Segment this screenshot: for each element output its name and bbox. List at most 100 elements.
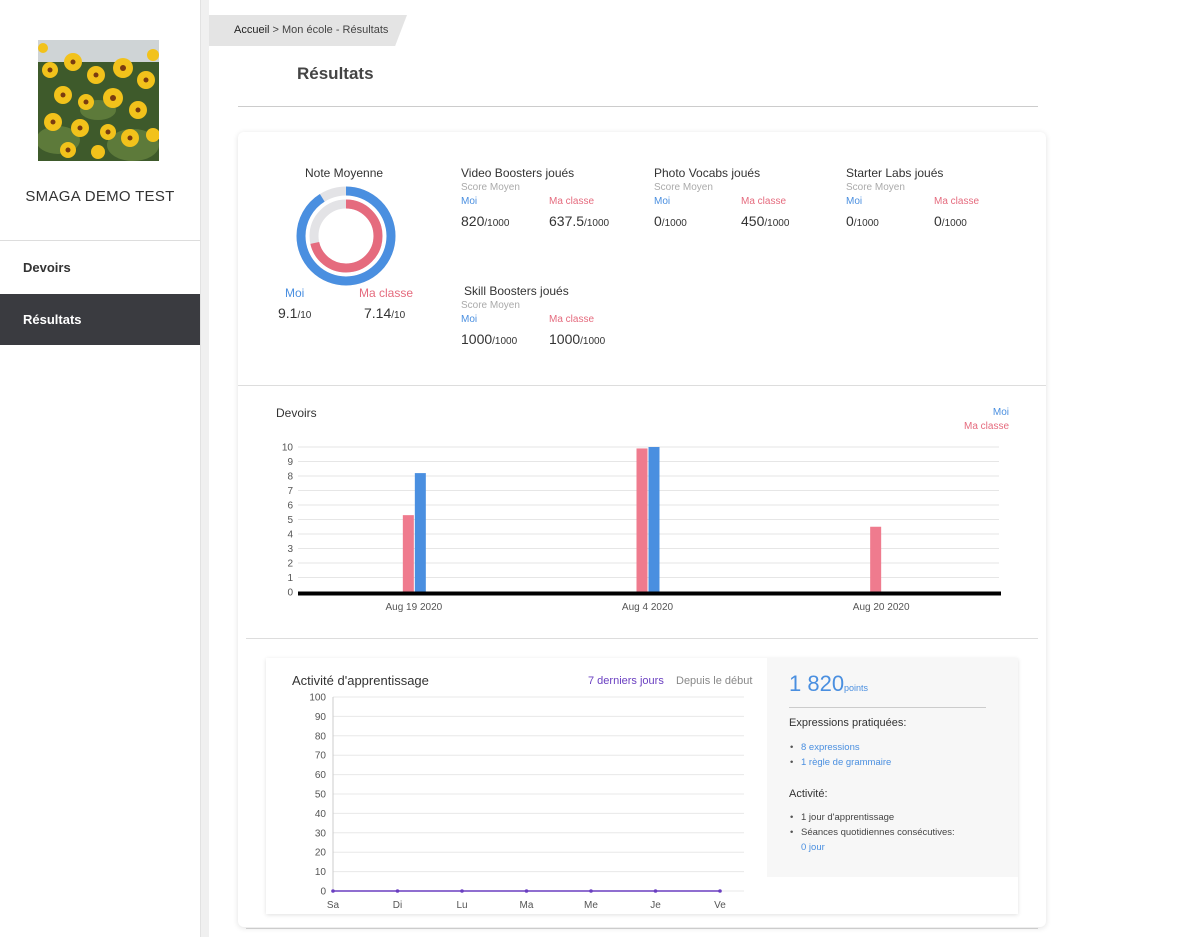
expressions-heading: Expressions pratiquées: [789,717,907,729]
points-unit: points [844,683,869,693]
note-moi-unit: /10 [297,310,312,321]
stat-subtitle: Score Moyen [461,182,520,193]
expressions-link[interactable]: 8 expressions [801,742,860,753]
stat-moi-value: 0/1000 [846,213,879,229]
list-item: 0 jour [789,840,955,855]
y-tick-label: 50 [315,790,327,801]
y-tick-label: 1 [287,573,293,584]
stat-moi-label: Moi [461,314,478,325]
stat-classe-label: Ma classe [741,196,787,207]
note-classe-number: 7.14 [364,305,392,321]
stat-classe-label: Ma classe [549,314,595,325]
x-tick-label: Me [584,900,598,911]
breadcrumb: Accueil > Mon école - Résultats [209,15,407,46]
title-divider [238,106,1038,107]
stat-moi-label: Moi [461,196,478,207]
stat-moi-value: 0/1000 [654,213,687,229]
stat-unit: /1000 [584,218,610,229]
bar-moi [414,473,426,592]
activity-point [395,889,400,893]
stat-unit: /1000 [661,218,687,229]
stat-title: Photo Vocabs joués [654,166,761,180]
avatar-flowers-image [38,40,159,161]
stat-classe-value: 450/1000 [741,213,789,229]
y-tick-label: 0 [287,588,293,599]
x-tick-label: Sa [327,900,340,911]
x-tick-label: Je [650,900,661,911]
devoirs-chart-title: Devoirs [276,406,317,420]
activity-line-chart: 0 10 20 30 40 50 60 70 80 90 100 Sa Di Lu Ma Me Je Ve [309,693,744,911]
activity-point [331,889,335,893]
x-tick-label: Aug 19 2020 [385,602,442,613]
y-tick-label: 80 [315,731,327,742]
legend-ma-classe: Ma classe [963,421,1009,432]
stat-title: Skill Boosters joués [464,284,569,298]
x-tick-label: Di [393,900,402,911]
breadcrumb-path: > Mon école - Résultats [269,24,389,36]
y-tick-label: 90 [315,712,327,723]
y-tick-label: 5 [287,515,293,526]
x-tick-label: Lu [456,900,467,911]
y-tick-label: 60 [315,770,327,781]
section-divider [238,385,1046,386]
bar-moi [648,447,660,592]
stat-moi-value: 1000/1000 [461,331,517,347]
stat-unit: /1000 [492,336,518,347]
y-tick-label: 30 [315,828,327,839]
stat-classe-number: 637.5 [549,213,585,229]
stat-moi-value: 820/1000 [461,213,509,229]
breadcrumb-home-link[interactable]: Accueil [234,24,270,36]
donut-classe-ring [309,199,383,273]
avatar [38,40,159,161]
grammar-rule-link[interactable]: 1 règle de grammaire [801,757,892,768]
stat-unit: /1000 [764,218,790,229]
sidebar-edge [200,0,209,937]
y-tick-label: 10 [282,443,294,454]
stat-moi-label: Moi [654,196,671,207]
tab-depuis-le-debut[interactable]: Depuis le début [676,675,753,687]
note-classe-label: Ma classe [359,286,414,300]
donut-moi-ring [296,186,396,286]
stat-classe-value: 0/1000 [934,213,967,229]
y-tick-label: 6 [287,501,293,512]
stat-moi-number: 1000 [461,331,493,347]
stat-moi-label: Moi [846,196,863,207]
y-tick-label: 3 [287,544,293,555]
activity-point [653,889,658,893]
sidebar-divider [0,240,200,241]
stat-classe-number: 1000 [549,331,581,347]
y-tick-label: 7 [287,486,293,497]
activity-point [718,889,722,893]
y-tick-label: 20 [315,848,327,859]
tab-7-derniers-jours[interactable]: 7 derniers jours [588,675,664,687]
sidebar: SMAGA DEMO TEST Devoirs Résultats [0,0,200,937]
x-tick-label: Ve [714,900,726,911]
y-tick-label: 0 [320,887,326,898]
sidebar-item-resultats[interactable]: Résultats [0,294,200,345]
sidebar-item-devoirs[interactable]: Devoirs [23,260,71,275]
stat-moi-number: 0 [654,213,662,229]
x-tick-label: Ma [520,900,534,911]
note-classe-value: 7.14/10 [364,305,405,321]
y-tick-label: 100 [309,693,326,704]
stat-classe-number: 450 [741,213,765,229]
stat-unit: /1000 [580,336,606,347]
list-item: Séances quotidiennes consécutives: [789,825,955,840]
stat-title: Video Boosters joués [461,166,575,180]
x-tick-label: Aug 20 2020 [853,602,910,613]
list-item: 1 règle de grammaire [789,755,891,770]
page-title: Résultats [297,64,374,83]
stat-moi-number: 820 [461,213,485,229]
bottom-divider [246,928,1038,929]
note-moyenne-title: Note Moyenne [305,166,384,180]
note-moi-value: 9.1/10 [278,305,311,321]
stat-classe-value: 637.5/1000 [549,213,609,229]
bar-ma-classe [636,448,648,592]
note-moi-number: 9.1 [278,305,298,321]
activity-point [460,889,464,893]
streak-link[interactable]: 0 jour [801,842,825,853]
bar-ma-classe [870,526,882,592]
y-tick-label: 9 [287,457,293,468]
stat-classe-value: 1000/1000 [549,331,605,347]
section-divider [246,638,1038,639]
